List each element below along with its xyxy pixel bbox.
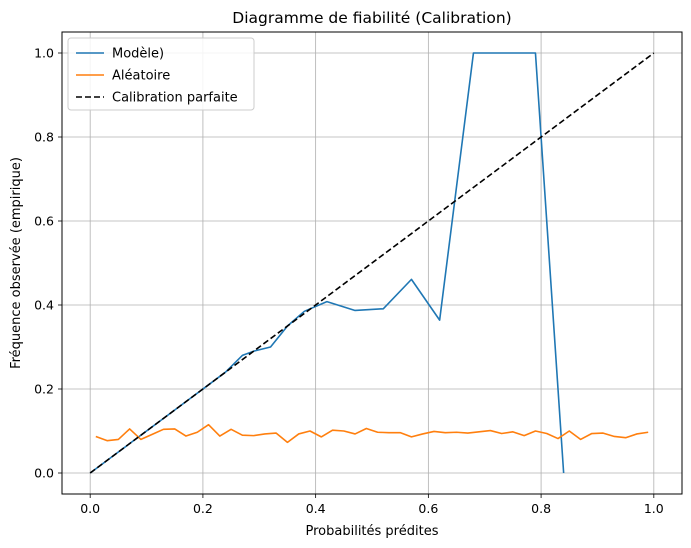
y-axis-title: Fréquence observée (empirique)	[9, 157, 24, 369]
x-axis-title: Probabilités prédites	[306, 524, 439, 539]
legend-label: Modèle)	[112, 47, 164, 62]
x-tick-label: 0.6	[418, 501, 438, 516]
y-axis: 0.0 0.2 0.4 0.6 0.8 1.0	[34, 46, 62, 481]
plot-frame	[61, 31, 683, 495]
x-tick-label: 0.8	[531, 501, 551, 516]
x-tick-label: 0.0	[80, 501, 100, 516]
legend-label: Aléatoire	[112, 69, 170, 84]
y-tick-label: 0.0	[34, 466, 54, 481]
y-tick-label: 1.0	[34, 46, 54, 61]
random-series-line	[95, 423, 649, 444]
legend-label: Calibration parfaite	[112, 91, 238, 106]
legend-box	[67, 37, 255, 111]
legend-entry-model: Modèle)	[76, 47, 164, 62]
legend-entry-random: Aléatoire	[76, 69, 170, 84]
y-tick-label: 0.2	[34, 382, 54, 397]
legend: Modèle) Aléatoire Calibration parfaite	[67, 37, 255, 111]
chart-title: Diagramme de fiabilité (Calibration)	[232, 9, 511, 27]
grid-lines	[62, 32, 682, 494]
x-axis: 0.0 0.2 0.4 0.6 0.8 1.0	[80, 494, 664, 516]
perfect-calibration-line	[89, 52, 655, 474]
series-layer	[89, 52, 655, 474]
x-tick-label: 0.2	[193, 501, 213, 516]
y-tick-label: 0.4	[34, 298, 54, 313]
y-tick-label: 0.6	[34, 214, 54, 229]
y-tick-label: 0.8	[34, 130, 54, 145]
x-tick-label: 1.0	[644, 501, 664, 516]
legend-entry-perfect: Calibration parfaite	[76, 91, 238, 106]
x-tick-label: 0.4	[306, 501, 326, 516]
